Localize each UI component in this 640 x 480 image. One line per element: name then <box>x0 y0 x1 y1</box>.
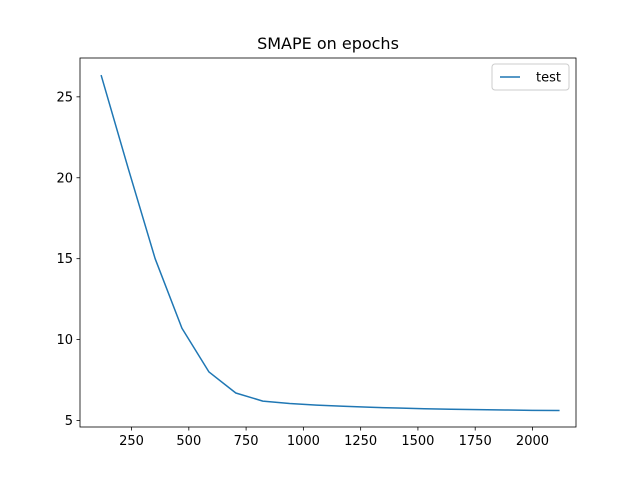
legend-label-test: test <box>536 71 561 86</box>
legend-box <box>491 63 570 91</box>
plot-area: 250 500 750 1000 1250 1500 1750 2000 5 10 15 20 25 te… <box>56 57 577 449</box>
y-tick-label-5: 5 <box>65 414 73 429</box>
x-tick-label-1750: 1750 <box>459 434 492 449</box>
series-line-test <box>100 74 560 412</box>
y-tick-label-15: 15 <box>56 252 73 267</box>
axes-frame <box>79 57 577 428</box>
chart-title: SMAPE on epochs <box>257 34 399 53</box>
x-tick-label-750: 750 <box>234 434 259 449</box>
x-tick-label-500: 500 <box>176 434 201 449</box>
legend: test <box>491 63 570 91</box>
x-tick-label-250: 250 <box>119 434 144 449</box>
x-tick-label-1500: 1500 <box>401 434 434 449</box>
x-tick-label-1250: 1250 <box>344 434 377 449</box>
x-tick-label-2000: 2000 <box>516 434 549 449</box>
x-tick-label-1000: 1000 <box>287 434 320 449</box>
y-tick-label-20: 20 <box>56 171 73 186</box>
y-tick-label-10: 10 <box>56 333 73 348</box>
y-tick-label-25: 25 <box>56 90 73 105</box>
